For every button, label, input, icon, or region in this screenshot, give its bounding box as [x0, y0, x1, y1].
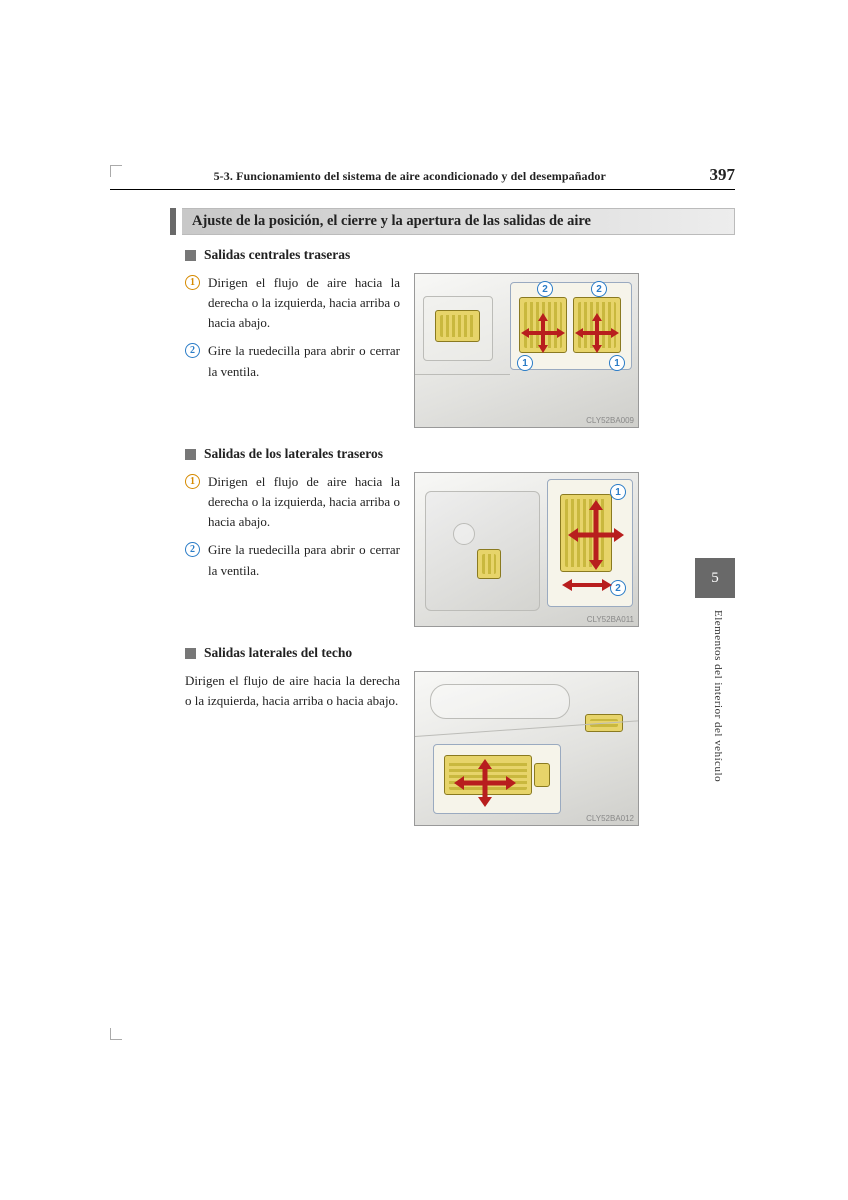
subsection-heading-3: Salidas laterales del techo	[185, 645, 735, 661]
chapter-tab: 5	[695, 558, 735, 598]
square-bullet-icon	[185, 250, 196, 261]
figure-code: CLY52BA009	[586, 416, 634, 425]
square-bullet-icon	[185, 648, 196, 659]
subsection-row-2: 1 Dirigen el flujo de aire hacia la dere…	[185, 472, 735, 627]
square-bullet-icon	[185, 449, 196, 460]
figure-rear-center-vents: 2 2 1 1 CLY52BA009	[414, 273, 639, 428]
subsection-row-1: 1 Dirigen el flujo de aire hacia la dere…	[185, 273, 735, 428]
subsection-title: Salidas laterales del techo	[204, 645, 352, 661]
figure-code: CLY52BA011	[587, 615, 634, 624]
breadcrumb: 5-3. Funcionamiento del sistema de aire …	[110, 169, 710, 184]
step-1: 1 Dirigen el flujo de aire hacia la dere…	[185, 273, 400, 333]
figure-rear-side-vents: 1 2 CLY52BA011	[414, 472, 639, 627]
step-number-badge: 1	[185, 474, 200, 489]
plain-text: Dirigen el flujo de aire hacia la derech…	[185, 671, 400, 826]
step-text: Dirigen el flujo de aire hacia la derech…	[208, 273, 400, 333]
page-content: 5-3. Funcionamiento del sistema de aire …	[110, 165, 735, 844]
subsection-title: Salidas de los laterales traseros	[204, 446, 383, 462]
step-number-badge: 2	[185, 542, 200, 557]
chapter-label: Elementos del interior del vehículo	[712, 610, 724, 782]
section-title-text: Ajuste de la posición, el cierre y la ap…	[182, 208, 735, 235]
page-header: 5-3. Funcionamiento del sistema de aire …	[110, 165, 735, 190]
section-title: Ajuste de la posición, el cierre y la ap…	[170, 208, 735, 235]
subsection-title: Salidas centrales traseras	[204, 247, 350, 263]
subsection-row-3: Dirigen el flujo de aire hacia la derech…	[185, 671, 735, 826]
chapter-number: 5	[711, 570, 719, 587]
section-title-accent	[170, 208, 176, 235]
crop-mark-bottom-left	[110, 1028, 122, 1040]
figure-roof-side-vents: CLY52BA012	[414, 671, 639, 826]
step-1: 1 Dirigen el flujo de aire hacia la dere…	[185, 472, 400, 532]
step-number-badge: 2	[185, 343, 200, 358]
step-text: Gire la ruedecilla para abrir o cerrar l…	[208, 540, 400, 580]
figure-code: CLY52BA012	[586, 814, 634, 823]
text-column: 1 Dirigen el flujo de aire hacia la dere…	[185, 472, 400, 627]
step-2: 2 Gire la ruedecilla para abrir o cerrar…	[185, 540, 400, 580]
step-text: Dirigen el flujo de aire hacia la derech…	[208, 472, 400, 532]
step-2: 2 Gire la ruedecilla para abrir o cerrar…	[185, 341, 400, 381]
page-number: 397	[710, 165, 736, 185]
text-column: 1 Dirigen el flujo de aire hacia la dere…	[185, 273, 400, 428]
subsection-heading-1: Salidas centrales traseras	[185, 247, 735, 263]
step-text: Gire la ruedecilla para abrir o cerrar l…	[208, 341, 400, 381]
step-number-badge: 1	[185, 275, 200, 290]
subsection-heading-2: Salidas de los laterales traseros	[185, 446, 735, 462]
